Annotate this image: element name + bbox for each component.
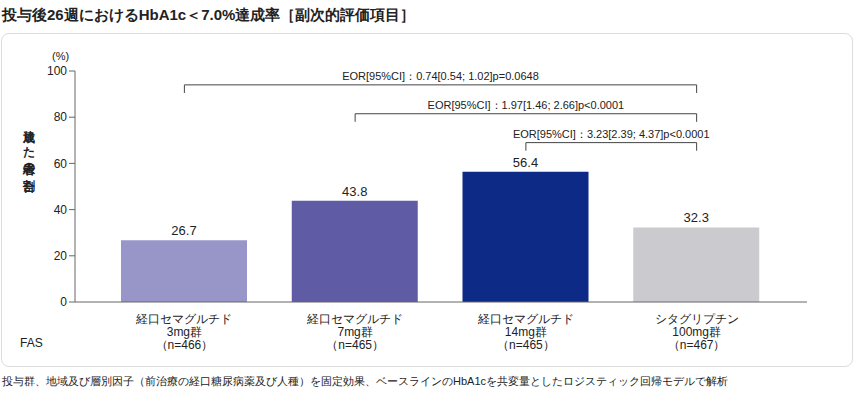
svg-text:EOR[95%CI]：3.23[2.39; 4.37]p<0: EOR[95%CI]：3.23[2.39; 4.37]p<0.0001: [513, 128, 710, 140]
html-text:投与群、地域及び層別因子（前治療の経口糖尿病薬及び人種）を固: 投与群、地域及び層別因子（前治療の経口糖尿病薬及び人種）を固定効果、ベースライン…: [2, 375, 728, 387]
svg-text:43.8: 43.8: [342, 184, 367, 199]
svg-text:32.3: 32.3: [684, 210, 709, 225]
svg-text:0: 0: [60, 295, 67, 309]
svg-text:60: 60: [54, 157, 68, 171]
html-text:達成した患者の割合: 達成した患者の割合: [22, 120, 36, 171]
svg-text:56.4: 56.4: [513, 155, 538, 170]
html-text:投与後26週におけるHbA1c＜7.0%達成率［副次的評価項: 投与後26週におけるHbA1c＜7.0%達成率［副次的評価項目］: [2, 6, 416, 23]
svg-text:26.7: 26.7: [171, 223, 196, 238]
svg-text:EOR[95%CI]：0.74[0.54; 1.02]p=0: EOR[95%CI]：0.74[0.54; 1.02]p=0.0648: [342, 70, 539, 82]
svg-text:経口セマグルチド3mg群（n=466）: 経口セマグルチド3mg群（n=466）: [135, 312, 232, 352]
svg-text:シタグリプチン100mg群（n=467）: シタグリプチン100mg群（n=467）: [655, 312, 739, 352]
svg-text:80: 80: [54, 110, 68, 124]
html-text:FAS: FAS: [20, 336, 43, 350]
svg-text:経口セマグルチド14mg群（n=465）: 経口セマグルチド14mg群（n=465）: [477, 312, 574, 352]
svg-text:40: 40: [54, 203, 68, 217]
svg-text:経口セマグルチド7mg群（n=465）: 経口セマグルチド7mg群（n=465）: [306, 312, 403, 352]
svg-text:20: 20: [54, 249, 68, 263]
svg-text:EOR[95%CI]：1.97[1.46; 2.66]p<0: EOR[95%CI]：1.97[1.46; 2.66]p<0.0001: [428, 99, 625, 111]
svg-text:100: 100: [47, 64, 67, 78]
